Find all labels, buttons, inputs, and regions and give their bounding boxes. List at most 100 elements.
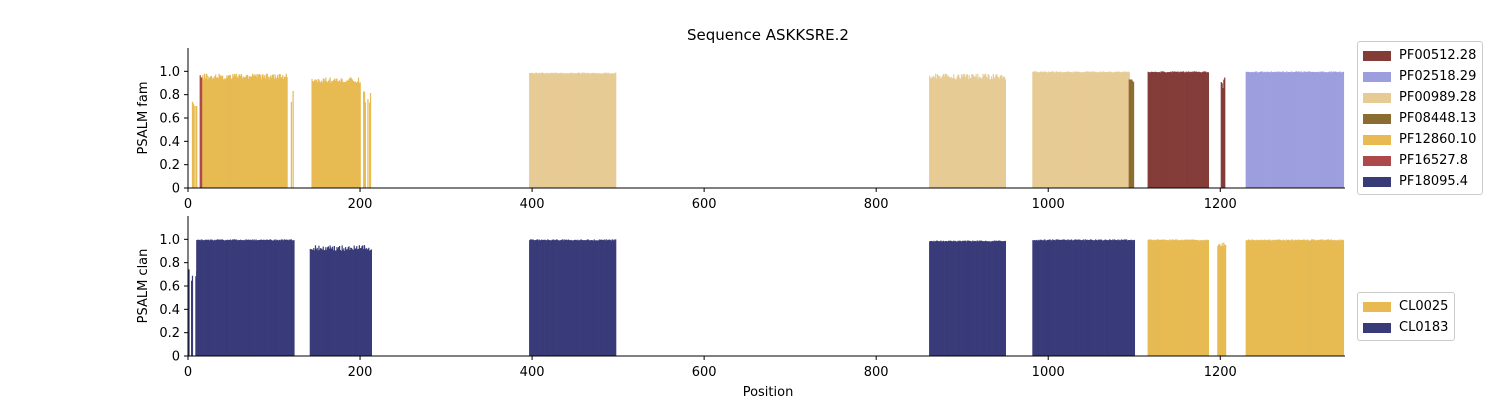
fam-y-tick-label: 0.6 [159, 112, 180, 127]
fam-bar-pf02518-29 [1337, 71, 1339, 188]
fam-bar-pf00989-28 [562, 73, 564, 188]
fam-legend-label: PF00512.28 [1399, 48, 1477, 63]
clan-bar-cl0183 [267, 239, 269, 356]
clan-bar-cl0025 [1185, 240, 1187, 356]
clan-bar-cl0025 [1280, 240, 1282, 356]
clan-bar-cl0183 [1125, 239, 1127, 356]
fam-bar-pf00989-28 [999, 75, 1001, 188]
clan-bar-cl0183 [1099, 239, 1101, 356]
clan-bar-cl0183 [1071, 240, 1074, 356]
clan-bar-cl0183 [369, 250, 371, 356]
clan-bar-cl0183 [593, 239, 595, 356]
fam-bar-pf12860-10 [367, 98, 369, 188]
clan-bar-cl0025 [1284, 240, 1286, 356]
clan-bar-cl0183 [205, 239, 207, 356]
fam-bar-pf02518-29 [1338, 72, 1340, 188]
clan-bar-cl0183 [1098, 239, 1100, 356]
clan-bar-cl0183 [567, 239, 569, 356]
clan-bar-cl0183 [289, 239, 291, 356]
fam-bar-pf02518-29 [1310, 71, 1312, 188]
fam-bar-pf00989-28 [576, 72, 578, 188]
clan-bar-cl0183 [1058, 239, 1060, 356]
fam-bar-pf02518-29 [1272, 72, 1274, 188]
fam-bar-pf12860-10 [250, 76, 252, 188]
clan-bar-cl0183 [981, 240, 983, 356]
clan-bar-cl0183 [263, 239, 265, 356]
fam-bar-pf00512-28 [1191, 72, 1193, 188]
fam-legend-label: PF02518.29 [1399, 69, 1477, 84]
fam-bar-pf12860-10 [322, 78, 324, 188]
clan-bar-cl0183 [1091, 239, 1093, 356]
fam-bar-pf12860-10 [219, 75, 221, 188]
fam-bar-pf12860-10 [336, 78, 338, 188]
clan-bar-cl0025 [1204, 239, 1206, 356]
clan-bar-cl0025 [1224, 244, 1227, 356]
clan-bar-cl0183 [990, 241, 992, 356]
clan-bar-cl0183 [580, 239, 582, 356]
fam-bar-pf02518-29 [1268, 72, 1271, 188]
clan-bar-cl0183 [1083, 239, 1085, 356]
fam-bar-pf12860-10 [292, 90, 294, 188]
clan-bar-cl0183 [1054, 240, 1056, 356]
fam-bar-pf02518-29 [1247, 71, 1249, 188]
clan-bar-cl0183 [944, 241, 946, 356]
fam-bar-pf00989-28 [551, 73, 553, 188]
clan-bar-cl0183 [1056, 239, 1058, 356]
fam-bar-pf00989-28 [529, 72, 532, 188]
fam-legend-label: PF00989.28 [1399, 90, 1477, 105]
clan-y-tick-label: 0.8 [159, 256, 180, 271]
clan-bar-cl0183 [574, 239, 576, 356]
fam-bar-pf12860-10 [349, 77, 351, 188]
fam-bar-pf08448-13 [1129, 79, 1131, 188]
fam-bar-pf12860-10 [223, 78, 225, 188]
fam-bar-pf00989-28 [1101, 72, 1104, 188]
clan-bar-cl0025 [1153, 239, 1155, 356]
fam-bar-pf12860-10 [210, 75, 213, 188]
clan-bar-cl0183 [282, 239, 284, 356]
fam-bar-pf12860-10 [320, 82, 322, 188]
clan-bar-cl0183 [240, 240, 243, 356]
fam-bar-pf00989-28 [578, 72, 580, 188]
clan-bar-cl0183 [1039, 240, 1041, 356]
fam-bar-pf00989-28 [1074, 71, 1076, 188]
clan-bar-cl0183 [368, 247, 370, 356]
clan-bar-cl0183 [292, 240, 294, 356]
clan-bar-cl0025 [1154, 240, 1156, 356]
fam-bar-pf02518-29 [1313, 72, 1315, 188]
fam-bar-pf00989-28 [540, 73, 542, 188]
fam-bar-pf00989-28 [602, 73, 604, 188]
clan-bar-cl0025 [1250, 240, 1253, 356]
fam-bar-pf12860-10 [248, 76, 250, 188]
clan-bar-cl0183 [982, 241, 984, 356]
clan-bar-cl0025 [1265, 240, 1267, 356]
clan-bar-cl0183 [612, 239, 614, 356]
fam-bar-pf00989-28 [1120, 72, 1122, 188]
fam-bar-pf12860-10 [275, 77, 277, 188]
fam-bar-pf16527-8 [201, 77, 203, 188]
clan-bar-cl0183 [363, 245, 366, 356]
clan-bar-cl0183 [1103, 240, 1105, 356]
fam-y-axis-label: PSALM fam [136, 81, 151, 154]
clan-bar-cl0183 [543, 239, 545, 356]
clan-bar-cl0183 [1071, 239, 1073, 356]
fam-legend-swatch [1363, 113, 1391, 124]
fam-bar-pf00989-28 [955, 78, 957, 188]
clan-bar-cl0183 [333, 246, 336, 356]
fam-bar-pf12860-10 [283, 78, 285, 188]
fam-bar-pf00989-28 [996, 73, 998, 188]
clan-bar-cl0183 [339, 249, 342, 356]
clan-bar-cl0025 [1182, 240, 1185, 356]
clan-bar-cl0183 [1078, 239, 1080, 356]
clan-bar-cl0025 [1333, 239, 1335, 356]
clan-bar-cl0183 [1120, 239, 1123, 356]
fam-legend-item: PF00989.28 [1363, 87, 1476, 108]
clan-bar-cl0025 [1276, 239, 1278, 356]
fam-x-tick-label: 0 [184, 197, 192, 212]
fam-bar-pf12860-10 [253, 74, 256, 188]
clan-bar-cl0025 [1158, 239, 1160, 356]
fam-bar-pf12860-10 [231, 78, 233, 188]
fam-bar-pf12860-10 [238, 74, 240, 188]
clan-bar-cl0025 [1259, 240, 1261, 356]
fam-bar-pf00989-28 [572, 73, 575, 188]
clan-bar-cl0025 [1188, 239, 1191, 356]
